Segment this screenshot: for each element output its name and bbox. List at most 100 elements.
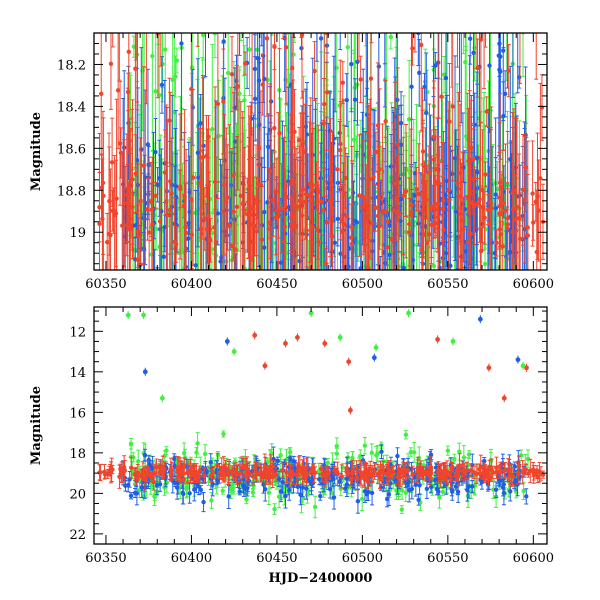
data-point	[305, 292, 309, 296]
data-point	[292, 23, 296, 27]
data-point	[412, 193, 418, 198]
data-point	[186, 220, 191, 226]
data-point	[475, 170, 480, 175]
data-point	[388, 284, 392, 288]
data-point	[138, 199, 143, 204]
data-point	[142, 287, 146, 291]
data-point	[268, 4, 272, 8]
x-tick-label: 60350	[85, 277, 126, 292]
data-point	[394, 22, 398, 26]
data-point	[456, 194, 461, 199]
data-point	[385, 219, 390, 224]
data-point	[494, 240, 499, 246]
data-point	[346, 245, 351, 250]
data-point	[335, 167, 340, 172]
data-point	[487, 63, 492, 68]
data-point	[277, 131, 282, 136]
data-point	[498, 69, 503, 74]
data-point	[126, 49, 132, 55]
data-point	[364, 0, 368, 4]
data-point	[249, 222, 255, 227]
data-point	[330, 205, 335, 211]
data-point	[437, 495, 442, 500]
data-point	[482, 215, 487, 220]
data-point	[373, 149, 379, 155]
data-point	[450, 104, 455, 109]
data-point	[425, 244, 431, 250]
data-point	[200, 33, 206, 38]
data-point	[482, 261, 488, 267]
data-point	[134, 21, 138, 25]
data-point	[173, 184, 179, 189]
data-point	[352, 97, 358, 102]
data-point	[443, 250, 449, 256]
plot-area	[97, 0, 546, 314]
data-point	[100, 216, 105, 221]
data-point	[133, 66, 138, 71]
data-point	[273, 270, 277, 274]
x-tick-label: 60500	[342, 277, 383, 292]
data-point	[329, 182, 335, 187]
data-point	[255, 56, 260, 61]
data-point	[458, 211, 463, 217]
data-point	[483, 18, 487, 22]
data-point	[299, 45, 304, 51]
data-point	[369, 221, 375, 226]
data-point	[365, 205, 370, 211]
data-point	[407, 230, 412, 235]
data-point	[206, 134, 211, 139]
data-point	[210, 126, 215, 132]
data-point	[344, 214, 350, 219]
data-point	[152, 270, 156, 274]
data-point	[315, 0, 319, 1]
data-point	[273, 189, 279, 194]
data-point	[335, 283, 339, 287]
data-point	[435, 201, 440, 207]
data-point	[357, 19, 361, 23]
data-point	[330, 276, 334, 280]
data-point	[323, 261, 329, 266]
data-point	[324, 220, 330, 225]
data-point	[444, 201, 449, 207]
data-point	[232, 246, 238, 252]
data-point	[383, 118, 388, 124]
data-point	[250, 271, 254, 275]
data-point	[533, 199, 538, 205]
data-point	[474, 13, 478, 17]
data-point	[475, 201, 480, 206]
data-point	[464, 22, 468, 26]
data-point	[437, 19, 441, 23]
data-point	[299, 213, 305, 218]
data-point	[449, 1, 453, 5]
data-point	[150, 53, 155, 59]
data-point	[202, 216, 207, 222]
data-point	[198, 121, 203, 126]
data-point	[165, 213, 170, 218]
data-point	[353, 2, 357, 6]
data-point	[312, 68, 317, 74]
data-point	[279, 206, 284, 211]
data-point	[198, 4, 202, 8]
data-point	[478, 248, 484, 254]
data-point	[375, 213, 381, 219]
data-point	[296, 137, 302, 143]
data-point	[461, 0, 465, 4]
data-point	[508, 157, 513, 162]
data-point	[398, 120, 404, 126]
data-point	[257, 310, 261, 314]
data-point	[307, 192, 312, 198]
data-point	[144, 8, 148, 12]
data-point	[488, 108, 493, 113]
data-point	[345, 44, 350, 50]
y-axis-label: Magnitude	[29, 112, 44, 191]
data-point	[478, 204, 483, 209]
data-point	[378, 270, 382, 274]
data-point	[203, 15, 207, 19]
data-point	[446, 188, 451, 193]
data-point	[253, 20, 257, 24]
data-point	[480, 156, 486, 162]
data-point	[389, 236, 394, 242]
data-point	[392, 181, 398, 186]
data-point	[221, 39, 226, 44]
data-point	[476, 116, 482, 121]
